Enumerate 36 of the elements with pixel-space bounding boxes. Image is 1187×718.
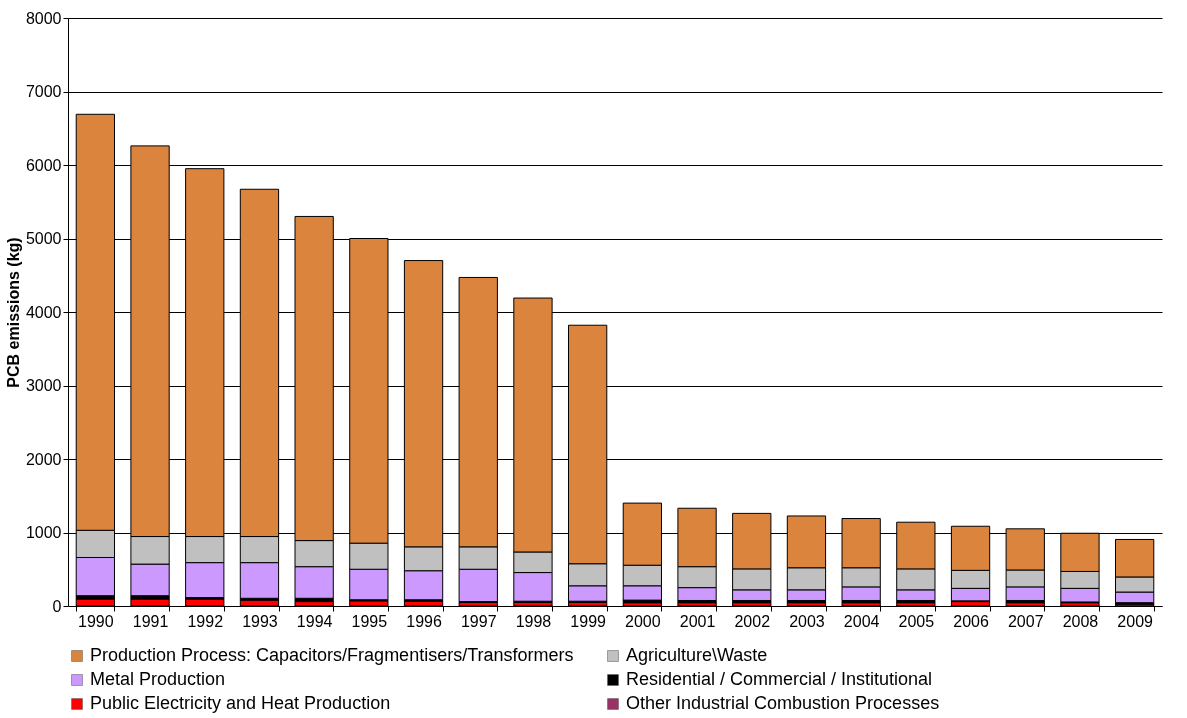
legend-label: Other Industrial Combustion Processes <box>626 693 940 713</box>
x-tick-label: 2000 <box>625 612 661 630</box>
x-tick-label: 2008 <box>1062 612 1099 630</box>
y-tick-label: 7000 <box>25 83 62 100</box>
x-tick-label: 2002 <box>734 612 771 630</box>
x-tick-label: 1990 <box>78 612 114 630</box>
x-tick-label: 1996 <box>406 612 442 630</box>
x-tick-label: 2004 <box>843 612 880 630</box>
legend-label: Metal Production <box>90 669 226 689</box>
legend-label: Production Process: Capacitors/Fragmentisers/Transformers <box>90 645 574 665</box>
x-tick-label: 2003 <box>789 612 825 630</box>
y-tick-label: 4000 <box>25 303 62 321</box>
x-tick-label: 2005 <box>898 612 935 630</box>
legend-label: Public Electricity and Heat Production <box>90 693 391 713</box>
legend-label: Agriculture\Waste <box>626 645 768 665</box>
x-tick-label: 1998 <box>515 612 552 630</box>
x-tick-label: 2001 <box>679 612 716 630</box>
legend-label: Residential / Commercial / Institutional <box>626 669 933 689</box>
x-tick-label: 1991 <box>132 612 169 630</box>
y-axis-title: PCB emissions (kg) <box>4 237 22 388</box>
x-tick-label: 2006 <box>953 612 989 630</box>
x-tick-label: 2007 <box>1007 612 1044 630</box>
y-tick-label: 2000 <box>25 450 62 468</box>
x-tick-label: 1995 <box>351 612 388 630</box>
x-tick-label: 1997 <box>460 612 497 630</box>
x-tick-label: 1994 <box>296 612 333 630</box>
y-tick-label: 6000 <box>25 156 62 174</box>
x-tick-label: 1999 <box>570 612 607 630</box>
y-tick-label: 0 <box>52 597 62 615</box>
x-tick-label: 1993 <box>242 612 278 630</box>
x-tick-label: 1992 <box>187 612 224 630</box>
x-tick-label: 2009 <box>1117 612 1154 630</box>
y-tick-label: 5000 <box>25 230 62 247</box>
y-tick-label: 3000 <box>25 377 62 394</box>
y-tick-label: 8000 <box>25 9 62 27</box>
y-tick-label: 1000 <box>25 524 62 541</box>
